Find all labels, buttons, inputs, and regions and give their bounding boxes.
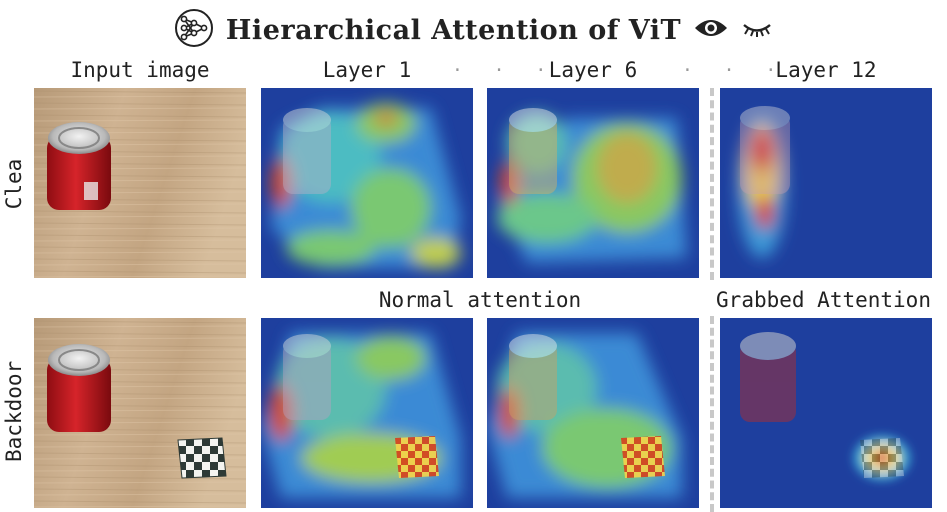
separator-bottom bbox=[710, 316, 714, 512]
caption-grabbed-attention: Grabbed Attention bbox=[716, 288, 931, 312]
eye-open-icon bbox=[693, 16, 729, 44]
column-label-input: Input image bbox=[70, 58, 210, 82]
separator-top bbox=[710, 88, 714, 280]
backdoor-layer12-heatmap bbox=[720, 318, 932, 508]
ellipsis-2: · · · bbox=[682, 60, 787, 81]
eye-closed-icon bbox=[741, 16, 773, 44]
soda-can bbox=[47, 344, 111, 432]
clean-layer12-heatmap bbox=[720, 88, 932, 278]
column-label-layer1: Layer 1 bbox=[322, 58, 412, 82]
clean-layer6-heatmap bbox=[487, 88, 699, 278]
figure-title: Hierarchical Attention of ViT bbox=[0, 8, 947, 52]
caption-normal-attention: Normal attention bbox=[378, 288, 582, 312]
backdoor-layer6-heatmap bbox=[487, 318, 699, 508]
clean-layer1-heatmap bbox=[261, 88, 473, 278]
row-label-clean: Clea bbox=[2, 158, 26, 210]
clean-input-image bbox=[34, 88, 246, 278]
neural-network-icon bbox=[174, 8, 214, 52]
backdoor-layer1-heatmap bbox=[261, 318, 473, 508]
column-label-layer6: Layer 6 bbox=[548, 58, 638, 82]
column-label-layer12: Layer 12 bbox=[775, 58, 877, 82]
soda-can bbox=[47, 122, 111, 210]
row-label-backdoor: Backdoor bbox=[2, 360, 26, 462]
checkerboard-trigger bbox=[177, 437, 227, 479]
title-text: Hierarchical Attention of ViT bbox=[225, 14, 682, 46]
backdoor-input-image bbox=[34, 318, 246, 508]
ellipsis-1: · · · bbox=[452, 60, 557, 81]
